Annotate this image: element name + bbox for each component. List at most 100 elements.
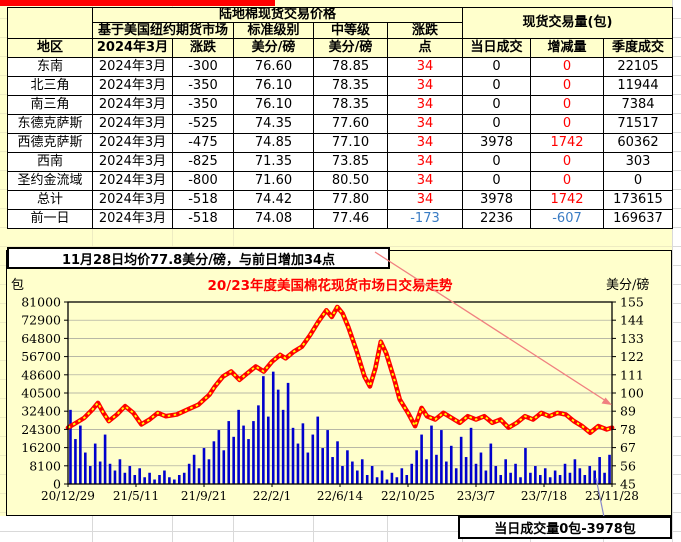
volume-range-note-box[interactable]: 当日成交量0包-3978包 [458, 516, 672, 539]
quarter-cell[interactable]: 173615 [603, 190, 673, 210]
delta-cell[interactable]: 0 [530, 114, 604, 134]
quarter-cell[interactable]: 303 [603, 152, 673, 172]
std-cell[interactable]: 74.08 [233, 209, 314, 229]
delta-cell[interactable]: 0 [530, 76, 604, 96]
change-cell[interactable]: -800 [172, 171, 234, 191]
change-cell[interactable]: -518 [172, 209, 234, 229]
region-cell[interactable]: 西德克萨斯 [7, 133, 93, 153]
std-cell[interactable]: 76.60 [233, 57, 314, 77]
region-header[interactable]: 地区 [7, 38, 93, 58]
futures-group-header[interactable]: 基于美国纽约期货市场 [92, 22, 234, 39]
table-row: 圣约金流域 2024年3月 -800 71.60 80.50 34 0 0 0 [7, 171, 673, 191]
region-cell[interactable]: 东南 [7, 57, 93, 77]
std-cell[interactable]: 76.10 [233, 95, 314, 115]
day-cell[interactable]: 0 [462, 114, 531, 134]
month-cell[interactable]: 2024年3月 [92, 114, 173, 134]
mid-cell[interactable]: 77.60 [313, 114, 388, 134]
std-cell[interactable]: 74.85 [233, 133, 314, 153]
change-cell[interactable]: -475 [172, 133, 234, 153]
day-cell[interactable]: 0 [462, 95, 531, 115]
region-cell[interactable]: 总计 [7, 190, 93, 210]
change-subheader[interactable]: 涨跌 [172, 38, 234, 58]
cents-unit-header-mid[interactable]: 美分/磅 [313, 38, 388, 58]
std-grade-header[interactable]: 标准级别 [233, 22, 314, 39]
points-cell[interactable]: 34 [387, 57, 463, 77]
points-cell[interactable]: -173 [387, 209, 463, 229]
month-cell[interactable]: 2024年3月 [92, 76, 173, 96]
day-cell[interactable]: 2236 [462, 209, 531, 229]
change-cell[interactable]: -350 [172, 95, 234, 115]
std-cell[interactable]: 76.10 [233, 76, 314, 96]
points-cell[interactable]: 34 [387, 114, 463, 134]
region-cell[interactable]: 圣约金流域 [7, 171, 93, 191]
day-deal-header[interactable]: 当日成交 [462, 38, 531, 58]
month-cell[interactable]: 2024年3月 [92, 133, 173, 153]
delta-cell[interactable]: 1742 [530, 133, 604, 153]
month-cell[interactable]: 2024年3月 [92, 209, 173, 229]
delta-cell[interactable]: 1742 [530, 190, 604, 210]
month-cell[interactable]: 2024年3月 [92, 171, 173, 191]
price-section-title[interactable]: 陆地棉现货交易价格 [92, 7, 463, 23]
points-cell[interactable]: 34 [387, 190, 463, 210]
day-cell[interactable]: 0 [462, 171, 531, 191]
quarter-cell[interactable]: 60362 [603, 133, 673, 153]
month-header[interactable]: 2024年3月 [92, 38, 173, 58]
delta-cell[interactable]: 0 [530, 95, 604, 115]
average-price-note-box[interactable]: 11月28日均价77.8美分/磅，与前日增加34点 [7, 247, 390, 269]
change-cell[interactable]: -300 [172, 57, 234, 77]
region-cell[interactable]: 南三角 [7, 95, 93, 115]
quarter-cell[interactable]: 22105 [603, 57, 673, 77]
cents-unit-header-std[interactable]: 美分/磅 [233, 38, 314, 58]
month-cell[interactable]: 2024年3月 [92, 152, 173, 172]
delta-cell[interactable]: 0 [530, 152, 604, 172]
quarter-cell[interactable]: 7384 [603, 95, 673, 115]
mid-cell[interactable]: 77.80 [313, 190, 388, 210]
quarter-cell[interactable]: 0 [603, 171, 673, 191]
quarter-cell[interactable]: 169637 [603, 209, 673, 229]
std-cell[interactable]: 71.35 [233, 152, 314, 172]
mid-cell[interactable]: 78.35 [313, 76, 388, 96]
std-cell[interactable]: 71.60 [233, 171, 314, 191]
change-cell[interactable]: -825 [172, 152, 234, 172]
delta-header[interactable]: 增减量 [530, 38, 604, 58]
month-cell[interactable]: 2024年3月 [92, 190, 173, 210]
mid-cell[interactable]: 78.85 [313, 57, 388, 77]
points-cell[interactable]: 34 [387, 95, 463, 115]
delta-cell[interactable]: 0 [530, 171, 604, 191]
quarter-cell[interactable]: 11944 [603, 76, 673, 96]
day-cell[interactable]: 3978 [462, 133, 531, 153]
points-cell[interactable]: 34 [387, 152, 463, 172]
mid-grade-header[interactable]: 中等级 [313, 22, 388, 39]
change-cell[interactable]: -350 [172, 76, 234, 96]
mid-cell[interactable]: 73.85 [313, 152, 388, 172]
mid-cell[interactable]: 77.10 [313, 133, 388, 153]
quarter-deal-header[interactable]: 季度成交 [603, 38, 673, 58]
mid-cell[interactable]: 80.50 [313, 171, 388, 191]
mid-cell[interactable]: 78.35 [313, 95, 388, 115]
delta-cell[interactable]: -607 [530, 209, 604, 229]
points-header[interactable]: 点 [387, 38, 463, 58]
mid-cell[interactable]: 77.46 [313, 209, 388, 229]
region-cell[interactable]: 前一日 [7, 209, 93, 229]
day-cell[interactable]: 0 [462, 57, 531, 77]
region-cell[interactable]: 东德克萨斯 [7, 114, 93, 134]
std-cell[interactable]: 74.42 [233, 190, 314, 210]
region-cell[interactable]: 北三角 [7, 76, 93, 96]
day-cell[interactable]: 0 [462, 152, 531, 172]
corner-cell[interactable] [7, 7, 93, 39]
month-cell[interactable]: 2024年3月 [92, 57, 173, 77]
region-cell[interactable]: 西南 [7, 152, 93, 172]
delta-cell[interactable]: 0 [530, 57, 604, 77]
points-cell[interactable]: 34 [387, 133, 463, 153]
day-cell[interactable]: 0 [462, 76, 531, 96]
points-cell[interactable]: 34 [387, 76, 463, 96]
change-cell[interactable]: -525 [172, 114, 234, 134]
std-cell[interactable]: 74.35 [233, 114, 314, 134]
day-cell[interactable]: 3978 [462, 190, 531, 210]
month-cell[interactable]: 2024年3月 [92, 95, 173, 115]
change-cell[interactable]: -518 [172, 190, 234, 210]
quarter-cell[interactable]: 71517 [603, 114, 673, 134]
volume-section-title[interactable]: 现货交易量(包) [462, 7, 673, 39]
change-header[interactable]: 涨跌 [387, 22, 463, 39]
points-cell[interactable]: 34 [387, 171, 463, 191]
